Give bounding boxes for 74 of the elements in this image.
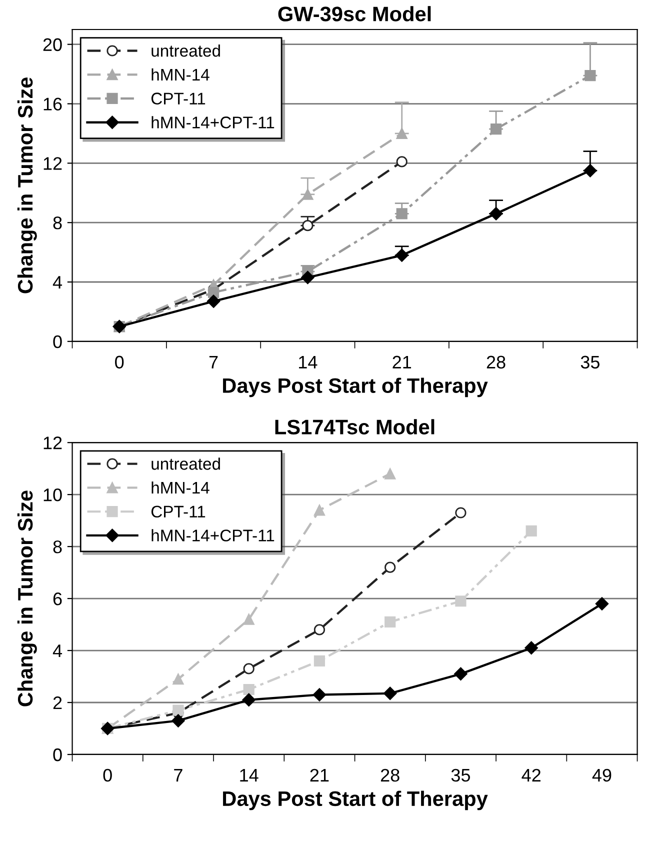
x-tick-label: 42 bbox=[522, 768, 540, 782]
y-tick-label: 2 bbox=[53, 696, 62, 710]
y-tick-label: 0 bbox=[53, 748, 62, 762]
y-tick-label: 8 bbox=[53, 216, 62, 230]
x-tick-label: 14 bbox=[240, 769, 258, 782]
y-tick-label: 4 bbox=[52, 644, 62, 658]
point bbox=[242, 693, 256, 706]
x-tick-label: 35 bbox=[451, 768, 470, 782]
point bbox=[595, 597, 609, 610]
legend-label: hMN-14+CPT-11 bbox=[152, 116, 274, 128]
point bbox=[243, 614, 254, 625]
x-axis-title: Days Post Start of Therapy bbox=[223, 790, 488, 810]
point bbox=[455, 596, 466, 607]
point bbox=[396, 208, 408, 220]
legend-label: hMN-14+CPT-11 bbox=[152, 529, 274, 542]
y-axis-title: Change in Tumor Size bbox=[17, 490, 37, 706]
y-tick-label: 12 bbox=[44, 436, 62, 450]
legend-label: hMN-14 bbox=[152, 68, 210, 80]
y-axis-title: Change in Tumor Size bbox=[17, 78, 37, 294]
x-tick-label: 35 bbox=[580, 356, 600, 369]
y-tick-label: 0 bbox=[53, 335, 62, 348]
point bbox=[243, 663, 254, 674]
x-tick-label: 14 bbox=[299, 356, 318, 368]
legend-label: CPT-11 bbox=[151, 506, 206, 518]
point bbox=[172, 674, 184, 685]
legend-label: hMN-14 bbox=[152, 481, 210, 494]
point bbox=[384, 686, 397, 700]
point bbox=[243, 684, 254, 696]
x-tick-label: 49 bbox=[592, 768, 612, 782]
x-tick-label: 7 bbox=[174, 769, 182, 782]
point bbox=[301, 270, 314, 284]
x-tick-label: 21 bbox=[310, 768, 329, 782]
point bbox=[384, 468, 396, 480]
point bbox=[312, 688, 326, 702]
legend-label: CPT-11 bbox=[151, 92, 206, 104]
point bbox=[489, 207, 503, 220]
y-tick-label: 4 bbox=[52, 276, 62, 289]
x-tick-label: 0 bbox=[103, 768, 112, 782]
point bbox=[396, 156, 408, 168]
x-tick-label: 28 bbox=[486, 356, 506, 369]
x-tick-label: 28 bbox=[380, 768, 400, 782]
point bbox=[490, 123, 502, 135]
point bbox=[314, 624, 326, 636]
y-tick-label: 12 bbox=[44, 157, 62, 170]
legend-label: untreated bbox=[152, 44, 220, 57]
point bbox=[454, 667, 468, 680]
point bbox=[584, 70, 596, 82]
x-tick-label: 7 bbox=[209, 356, 218, 368]
point bbox=[314, 655, 326, 666]
legend-label: untreated bbox=[152, 458, 220, 470]
x-tick-label: 0 bbox=[115, 356, 124, 369]
chart-title: GW-39sc Model bbox=[278, 6, 431, 22]
point bbox=[584, 164, 597, 178]
point bbox=[384, 562, 396, 573]
point bbox=[524, 641, 538, 655]
point bbox=[526, 525, 537, 537]
point bbox=[384, 616, 396, 628]
point bbox=[455, 507, 466, 518]
x-axis-title: Days Post Start of Therapy bbox=[223, 378, 488, 398]
y-tick-label: 20 bbox=[43, 38, 62, 52]
point bbox=[395, 248, 408, 262]
x-tick-label: 21 bbox=[392, 356, 412, 368]
chart-title: LS174Tsc Model bbox=[275, 419, 434, 434]
y-tick-label: 6 bbox=[53, 592, 62, 606]
point bbox=[314, 504, 326, 516]
point bbox=[396, 128, 408, 140]
point bbox=[172, 714, 185, 728]
y-tick-label: 8 bbox=[53, 540, 62, 554]
y-tick-label: 10 bbox=[44, 488, 62, 502]
y-tick-label: 16 bbox=[44, 98, 62, 110]
point bbox=[172, 704, 184, 716]
point bbox=[302, 188, 314, 200]
point bbox=[302, 220, 314, 232]
point bbox=[206, 294, 220, 308]
